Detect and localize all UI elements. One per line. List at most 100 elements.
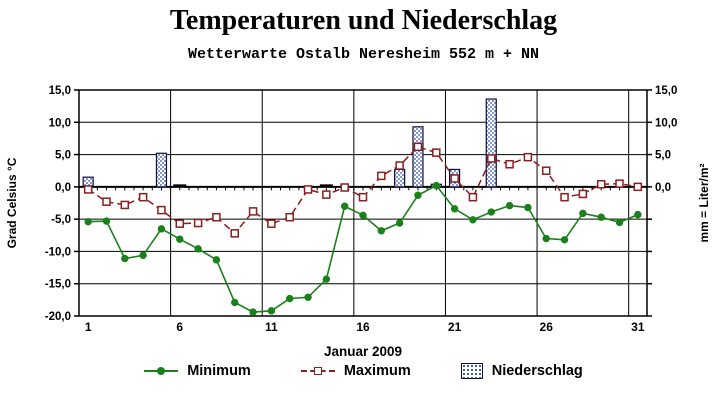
maximum-marker-day-8 <box>212 212 221 222</box>
x-tick-label: 6 <box>176 320 183 334</box>
minimum-marker-day-21 <box>450 205 459 213</box>
minimum-marker-day-1 <box>84 218 92 226</box>
minimum-marker-day-6 <box>176 235 184 243</box>
maximum-marker-day-27 <box>560 192 569 202</box>
legend-label-precipitation: Niederschlag <box>491 363 583 379</box>
y-axis-title-left: Grad Celsius °C <box>5 157 19 248</box>
maximum-marker-day-10 <box>248 207 258 216</box>
maximum-marker-day-13 <box>303 185 313 194</box>
maximum-line-swatch-icon <box>300 367 335 376</box>
minimum-marker-day-25 <box>524 203 532 212</box>
minimum-marker-day-26 <box>542 234 550 243</box>
minimum-marker-day-13 <box>304 293 312 301</box>
x-tick-label: 16 <box>356 320 370 334</box>
y-tick-label-left: 5,0 <box>55 150 71 162</box>
precip-bar-day-23 <box>485 98 497 188</box>
maximum-marker-day-20 <box>432 148 441 157</box>
y-tick-label-right: 5,0 <box>655 150 671 162</box>
maximum-marker-day-17 <box>377 171 386 181</box>
y-axis-title-right: mm = Liter/m² <box>697 163 711 242</box>
y-tick-label-right: 15,0 <box>655 85 677 97</box>
minimum-marker-day-29 <box>597 213 605 221</box>
x-tick-label: 31 <box>631 320 645 334</box>
minimum-marker-day-9 <box>231 298 239 307</box>
plot-frame <box>78 89 648 317</box>
minimum-marker-day-17 <box>377 227 386 235</box>
minimum-marker-day-22 <box>469 216 477 224</box>
maximum-marker-day-12 <box>285 212 294 222</box>
y-tick-label-left: 10,0 <box>49 117 71 129</box>
legend-item-minimum: Minimum <box>144 363 251 379</box>
maximum-marker-day-28 <box>578 189 588 199</box>
page-title: Temperaturen und Niederschlag <box>169 5 558 36</box>
legend-label-maximum: Maximum <box>343 363 411 379</box>
maximum-marker-day-21 <box>450 174 459 183</box>
maximum-marker-day-23 <box>487 154 496 163</box>
maximum-marker-day-16 <box>358 192 368 202</box>
minimum-marker-day-30 <box>615 218 624 227</box>
maximum-marker-day-29 <box>596 180 606 189</box>
maximum-marker-day-3 <box>120 200 130 210</box>
legend-label-minimum: Minimum <box>187 363 251 379</box>
precip-bar-day-14 <box>319 184 333 187</box>
minimum-marker-day-18 <box>395 219 404 227</box>
maximum-marker-day-4 <box>138 192 148 202</box>
y-tick-label-left: -10,0 <box>45 246 71 258</box>
maximum-marker-day-9 <box>230 229 239 238</box>
maximum-marker-day-31 <box>633 182 643 192</box>
x-tick-label: 21 <box>448 320 462 334</box>
maximum-marker-day-7 <box>193 218 203 228</box>
precipitation-bars <box>82 98 497 188</box>
minimum-marker-day-3 <box>121 254 129 263</box>
maximum-marker-day-25 <box>523 152 533 162</box>
precip-bar-day-5 <box>155 152 168 188</box>
maximum-marker-day-11 <box>267 219 276 228</box>
maximum-marker-day-6 <box>175 219 185 228</box>
x-axis-title: Januar 2009 <box>324 344 402 359</box>
minimum-marker-day-10 <box>249 308 257 316</box>
maximum-marker-day-2 <box>102 197 111 206</box>
minimum-marker-day-4 <box>139 251 147 260</box>
maximum-marker-day-14 <box>322 190 331 199</box>
y-tick-label-left: -20,0 <box>45 311 71 323</box>
maximum-marker-day-24 <box>505 160 514 169</box>
y-tick-label-left: -5,0 <box>51 214 71 226</box>
maximum-marker-day-5 <box>157 205 166 215</box>
maximum-marker-day-26 <box>541 166 551 175</box>
minimum-marker-day-16 <box>359 211 367 219</box>
minimum-marker-day-23 <box>487 208 495 216</box>
maximum-marker-day-1 <box>83 185 93 194</box>
precip-bar-day-19 <box>412 126 424 188</box>
minimum-marker-day-14 <box>322 275 331 283</box>
maximum-marker-day-22 <box>468 192 478 202</box>
legend: Minimum Maximum Niederschlag <box>0 363 727 379</box>
maximum-marker-day-30 <box>615 179 624 188</box>
maximum-marker-day-19 <box>413 142 423 152</box>
minimum-line-swatch-icon <box>144 367 179 376</box>
minimum-marker-day-5 <box>157 225 166 233</box>
minimum-marker-day-31 <box>634 210 642 219</box>
y-tick-label-left: 0,0 <box>55 182 71 194</box>
precipitation-bar-swatch-icon <box>460 363 483 379</box>
plot-area: 15,010,05,00,0-5,0-10,0-15,0-20,015,010,… <box>45 85 678 334</box>
x-tick-label: 26 <box>540 320 554 334</box>
maximum-marker-day-18 <box>395 161 404 170</box>
y-tick-label-right: 0,0 <box>655 182 671 194</box>
minimum-marker-day-7 <box>194 245 202 253</box>
minimum-marker-day-12 <box>286 294 294 303</box>
x-tick-label: 1 <box>85 320 92 334</box>
minimum-marker-day-28 <box>579 209 587 218</box>
minimum-marker-day-8 <box>212 256 221 264</box>
minimum-marker-day-19 <box>414 191 422 199</box>
minimum-marker-day-15 <box>340 202 349 210</box>
y-tick-label-left: -15,0 <box>45 279 71 291</box>
precip-bar-day-18 <box>394 168 406 188</box>
page-subtitle: Wetterwarte Ostalb Neresheim 552 m + NN <box>187 46 540 63</box>
legend-item-maximum: Maximum <box>300 363 411 379</box>
minimum-marker-day-27 <box>560 236 569 244</box>
y-tick-label-left: 15,0 <box>49 85 71 97</box>
minimum-marker-day-24 <box>505 201 514 210</box>
legend-item-precipitation: Niederschlag <box>460 363 583 379</box>
